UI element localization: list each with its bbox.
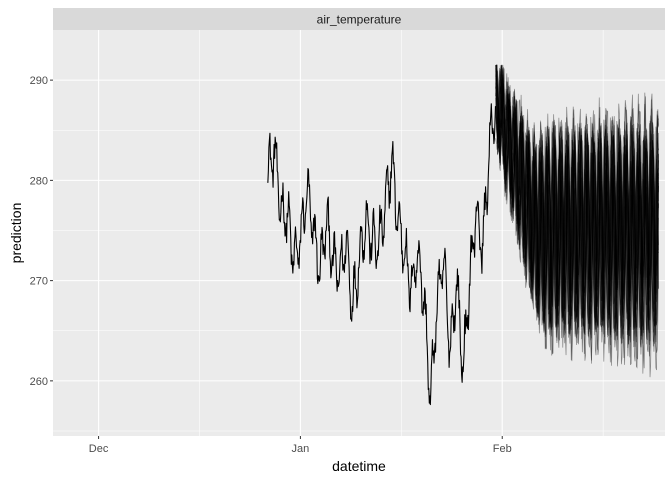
y-tick-label: 270: [30, 276, 48, 288]
forecast-member-line: [495, 77, 659, 322]
forecast-member-line: [495, 69, 659, 297]
forecast-member-line: [495, 65, 659, 302]
observed-series-line: [267, 103, 497, 406]
strip-background: [53, 8, 665, 30]
forecast-member-line: [495, 86, 659, 349]
y-axis-title: prediction: [8, 203, 24, 264]
x-tick-label: Feb: [493, 443, 512, 455]
series-layer: [267, 64, 659, 406]
forecast-member-line: [495, 64, 659, 317]
forecast-member-line: [495, 64, 659, 339]
forecast-member-line: [495, 68, 659, 378]
facet-strip-label: air_temperature: [317, 13, 402, 27]
forecast-member-line: [495, 73, 659, 309]
forecast-member-line: [495, 68, 659, 339]
forecast-member-line: [495, 64, 659, 316]
axes: 260 270 280 290 Dec Jan Feb: [30, 75, 512, 455]
forecast-member-line: [495, 75, 659, 309]
forecast-member-line: [495, 65, 659, 343]
forecast-member-line: [495, 67, 659, 337]
forecast-member-line: [495, 70, 659, 307]
forecast-member-line: [495, 65, 659, 365]
forecast-member-line: [495, 65, 659, 351]
forecast-member-line: [495, 65, 659, 337]
forecast-member-line: [495, 65, 659, 332]
forecast-member-line: [495, 65, 659, 348]
forecast-member-line: [495, 79, 659, 345]
x-tick-label: Jan: [292, 443, 310, 455]
y-tick-label: 280: [30, 175, 48, 187]
forecast-member-line: [495, 65, 659, 374]
forecast-member-line: [495, 71, 659, 290]
plot-panel: [53, 30, 665, 436]
x-axis-title: datetime: [332, 458, 386, 474]
forecast-member-line: [495, 64, 659, 341]
forecast-member-line: [495, 65, 659, 343]
forecast-member-line: [495, 64, 659, 346]
y-tick-label: 290: [30, 75, 48, 87]
forecast-member-line: [495, 67, 659, 325]
x-tick-label: Dec: [89, 443, 109, 455]
forecast-member-line: [495, 65, 659, 322]
forecast-member-line: [495, 71, 659, 305]
forecast-member-line: [495, 79, 659, 342]
y-tick-label: 260: [30, 376, 48, 388]
forecast-member-line: [495, 83, 659, 311]
